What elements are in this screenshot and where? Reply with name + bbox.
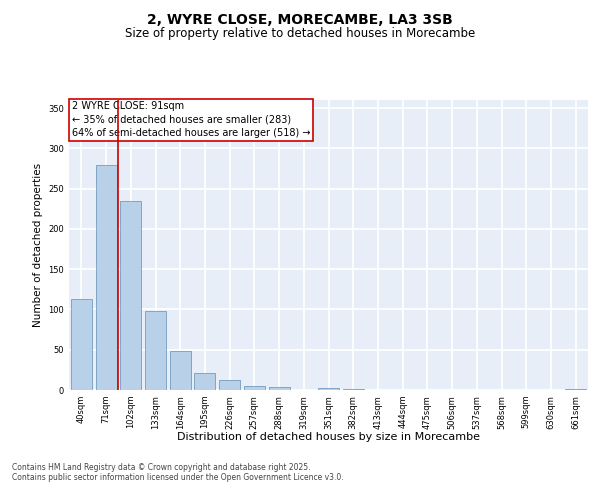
Text: 2, WYRE CLOSE, MORECAMBE, LA3 3SB: 2, WYRE CLOSE, MORECAMBE, LA3 3SB: [147, 12, 453, 26]
Y-axis label: Number of detached properties: Number of detached properties: [33, 163, 43, 327]
Bar: [95, 165, 116, 390]
Bar: [565, 389, 586, 390]
Bar: [269, 387, 290, 390]
Text: Contains HM Land Registry data © Crown copyright and database right 2025.
Contai: Contains HM Land Registry data © Crown c…: [12, 462, 344, 482]
Text: 2 WYRE CLOSE: 91sqm
← 35% of detached houses are smaller (283)
64% of semi-detac: 2 WYRE CLOSE: 91sqm ← 35% of detached ho…: [71, 102, 310, 138]
Bar: [145, 311, 166, 390]
Text: Size of property relative to detached houses in Morecambe: Size of property relative to detached ho…: [125, 28, 475, 40]
Bar: [120, 200, 141, 390]
Bar: [170, 350, 191, 390]
Bar: [318, 388, 339, 390]
Bar: [219, 380, 240, 390]
Bar: [244, 386, 265, 390]
Text: Distribution of detached houses by size in Morecambe: Distribution of detached houses by size …: [178, 432, 481, 442]
Bar: [343, 389, 364, 390]
Bar: [194, 373, 215, 390]
Bar: [71, 299, 92, 390]
